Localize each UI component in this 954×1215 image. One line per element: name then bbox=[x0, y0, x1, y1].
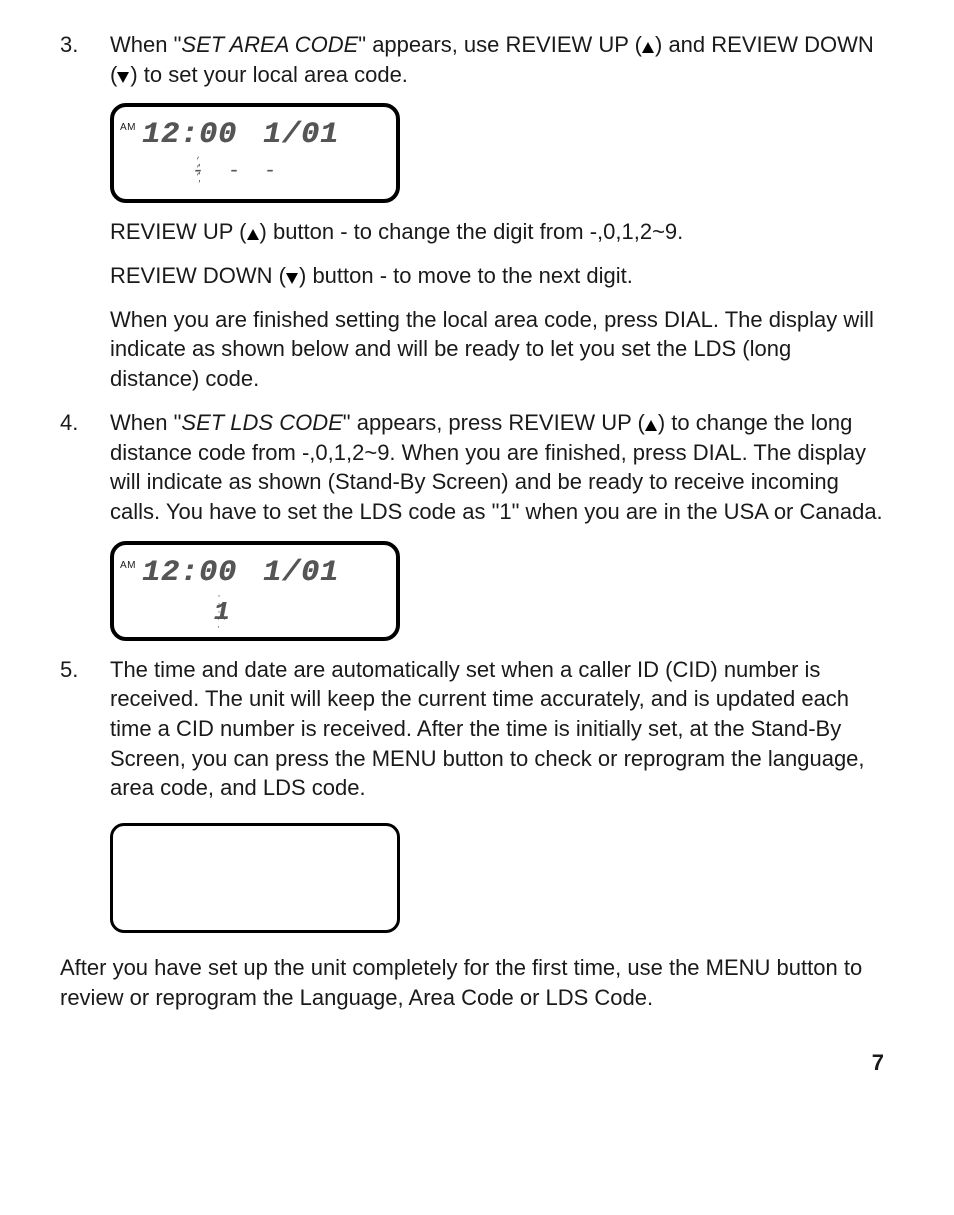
list-item-4: 4. When "SET LDS CODE" appears, press RE… bbox=[60, 408, 884, 527]
text: ) button - to change the digit from -,0,… bbox=[260, 219, 684, 244]
italic-text: SET AREA CODE bbox=[181, 32, 358, 57]
blinking-digit: , , , 1 ' ' ' bbox=[214, 595, 231, 630]
lcd-time: 12:00 bbox=[142, 553, 237, 594]
page-number: 7 bbox=[60, 1048, 884, 1078]
list-body: When "SET AREA CODE" appears, use REVIEW… bbox=[110, 30, 884, 89]
am-label: AM bbox=[120, 559, 136, 573]
lcd-time-row: AM 12:00 1/01 bbox=[120, 553, 384, 594]
review-down-line: REVIEW DOWN ( ) button - to move to the n… bbox=[110, 261, 884, 291]
list-number: 4. bbox=[60, 408, 88, 527]
text: " appears, press REVIEW UP ( bbox=[343, 410, 645, 435]
lcd-time: 12:00 bbox=[142, 115, 237, 156]
finish-paragraph: When you are finished setting the local … bbox=[110, 305, 884, 394]
italic-text: SET LDS CODE bbox=[181, 410, 342, 435]
text: " appears, use REVIEW UP ( bbox=[358, 32, 642, 57]
list-number: 3. bbox=[60, 30, 88, 89]
lcd-second-row: , , , 1 ' ' ' bbox=[60, 595, 384, 630]
text: When " bbox=[110, 32, 181, 57]
text: REVIEW UP ( bbox=[110, 219, 247, 244]
text: ) to set your local area code. bbox=[130, 62, 408, 87]
dot: - bbox=[264, 158, 282, 185]
am-label: AM bbox=[120, 121, 136, 135]
triangle-down-icon bbox=[117, 72, 130, 84]
lcd-time-row: AM 12:00 1/01 bbox=[120, 115, 384, 156]
lcd-second-row: , , , - ' ' ' - - bbox=[90, 158, 384, 185]
dot: - bbox=[228, 158, 246, 185]
text: REVIEW DOWN ( bbox=[110, 263, 286, 288]
lcd-display-empty bbox=[110, 823, 400, 933]
lcd-date: 1/01 bbox=[263, 115, 339, 156]
triangle-up-icon bbox=[645, 420, 658, 432]
list-number: 5. bbox=[60, 655, 88, 803]
text: ) button - to move to the next digit. bbox=[299, 263, 633, 288]
list-body: The time and date are automatically set … bbox=[110, 655, 884, 803]
triangle-up-icon bbox=[642, 42, 655, 54]
text: When " bbox=[110, 410, 181, 435]
triangle-down-icon bbox=[286, 273, 299, 285]
list-item-5: 5. The time and date are automatically s… bbox=[60, 655, 884, 803]
blinking-dash: , , , - ' ' ' bbox=[192, 158, 210, 185]
list-item-3: 3. When "SET AREA CODE" appears, use REV… bbox=[60, 30, 884, 89]
lcd-display-2: AM 12:00 1/01 , , , 1 ' ' ' bbox=[110, 541, 400, 641]
lcd-display-1: AM 12:00 1/01 , , , - ' ' ' - - bbox=[110, 103, 400, 203]
footer-paragraph: After you have set up the unit completel… bbox=[60, 953, 884, 1012]
review-up-line: REVIEW UP ( ) button - to change the digi… bbox=[110, 217, 884, 247]
lcd-date: 1/01 bbox=[263, 553, 339, 594]
list-body: When "SET LDS CODE" appears, press REVIE… bbox=[110, 408, 884, 527]
triangle-up-icon bbox=[247, 229, 260, 241]
